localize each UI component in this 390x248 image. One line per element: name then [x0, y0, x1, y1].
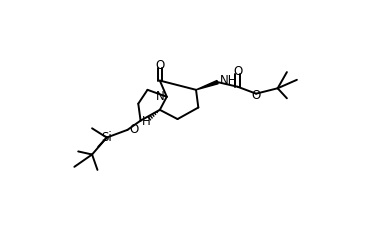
Text: Si: Si — [101, 131, 112, 144]
Text: H: H — [142, 115, 151, 128]
Text: O: O — [252, 90, 261, 102]
Text: O: O — [233, 65, 242, 78]
Text: O: O — [130, 123, 139, 136]
Text: NH: NH — [220, 74, 238, 87]
Text: N: N — [156, 90, 165, 103]
Text: O: O — [155, 60, 165, 72]
Polygon shape — [196, 81, 218, 90]
